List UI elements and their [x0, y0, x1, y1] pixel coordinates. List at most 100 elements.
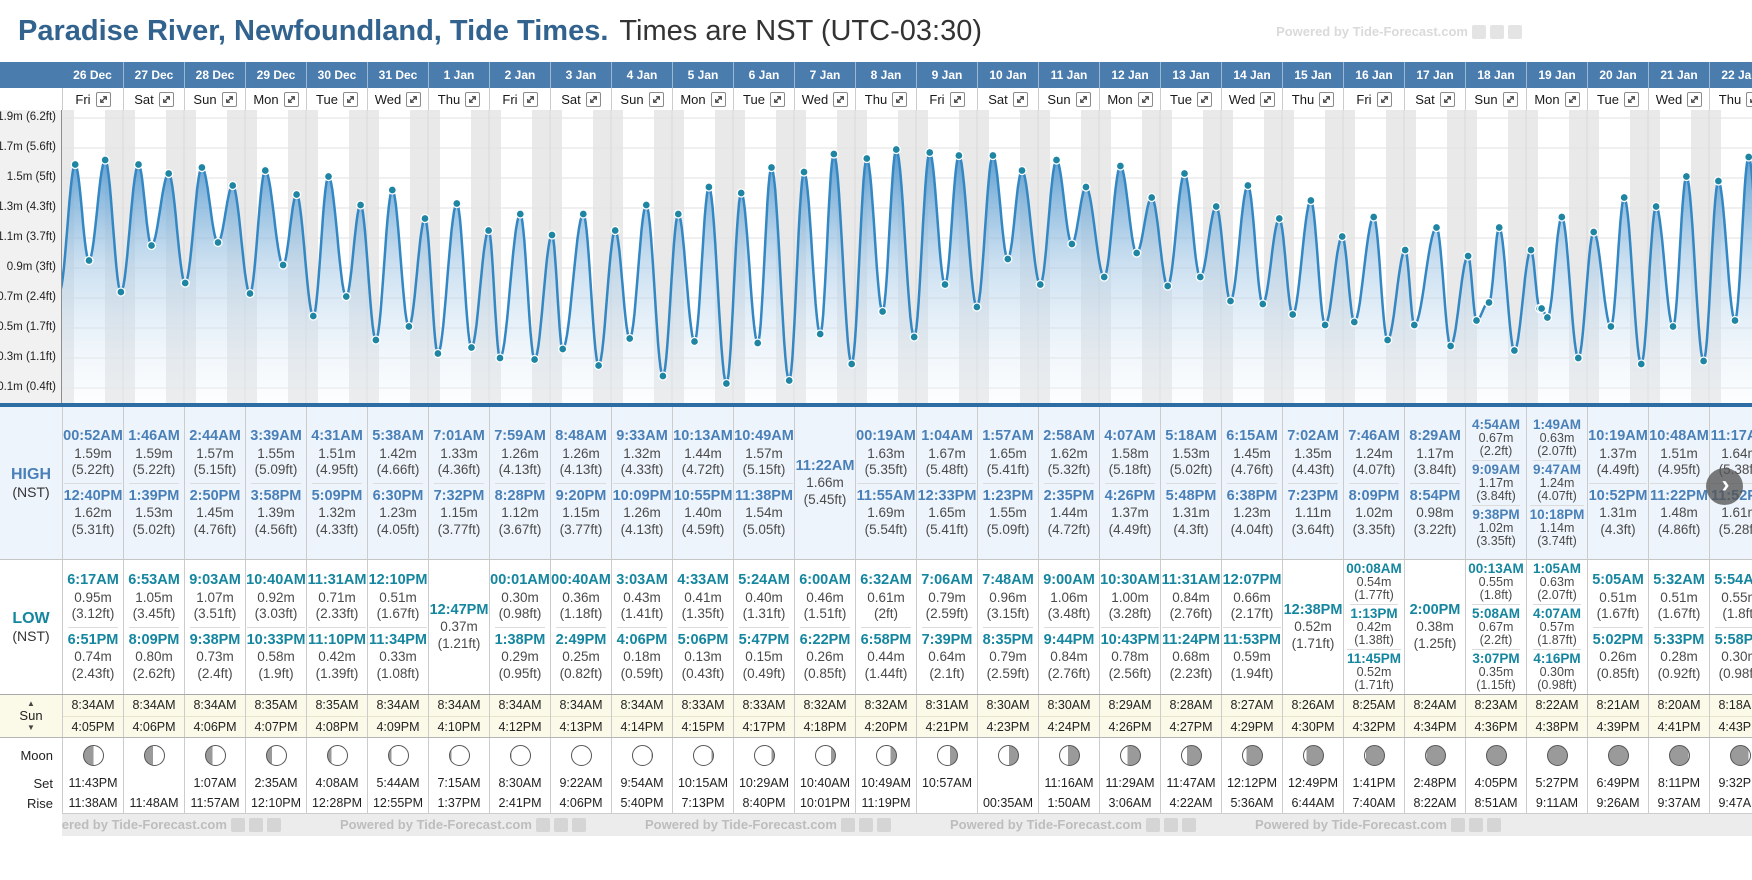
tide-height-m: 1.05m [135, 589, 173, 605]
lo-tide-cell: 6:32AM 0.61m (2ft) 6:58PM 0.44m (1.44ft) [855, 560, 916, 694]
expand-icon [1380, 95, 1388, 103]
expand-day-button[interactable] [221, 91, 237, 107]
expand-day-button[interactable] [648, 91, 664, 107]
tide-time: 11:34PM [368, 631, 428, 648]
expand-icon [837, 95, 845, 103]
hi-tide-cell: 7:46AM 1.24m (4.07ft) 8:09PM 1.02m (3.35ft) [1343, 407, 1404, 559]
hi-tide-cell: 5:18AM 1.53m (5.02ft) 5:48PM 1.31m (4.3ft) [1160, 407, 1221, 559]
tide-time: 5:24AM [738, 571, 790, 588]
axis-tick-label: 1.3m (4.3ft) [0, 201, 56, 213]
tide-height-m: 1.64m [1721, 445, 1752, 461]
expand-day-button[interactable] [95, 91, 111, 107]
watermark-text: Powered by Tide-Forecast.com [950, 817, 1142, 832]
moon-ms-cell: 2:48PM [1404, 773, 1465, 793]
expand-day-button[interactable] [1687, 91, 1703, 107]
tide-extreme-dot [433, 348, 443, 359]
expand-day-button[interactable] [1075, 91, 1091, 107]
weekday-label: Thu [1718, 91, 1742, 107]
expand-day-button[interactable] [892, 91, 908, 107]
expand-day-button[interactable] [406, 91, 422, 107]
tide-time: 12:47PM [429, 601, 489, 618]
scroll-right-button[interactable]: › [1706, 468, 1743, 505]
lo-tide-cell: 11:31AM 0.71m (2.33ft) 11:10PM 0.42m (1.39ft) [306, 560, 367, 694]
lo-tide-cell: 1:05AM 0.63m (2.07ft) 4:07AM 0.57m (1.87ft) 4:… [1526, 560, 1587, 694]
expand-day-button[interactable] [1564, 91, 1580, 107]
expand-day-button[interactable] [833, 91, 849, 107]
hi-tide-cell: 11:22AM 1.66m (5.45ft) [794, 407, 855, 559]
tide-time: 00:08AM [1346, 560, 1402, 576]
expand-day-button[interactable] [585, 91, 601, 107]
expand-day-button[interactable] [1319, 91, 1335, 107]
expand-day-button[interactable] [769, 91, 785, 107]
date-cell: 5 Jan [672, 62, 733, 88]
expand-day-button[interactable] [1196, 91, 1212, 107]
sun-cell: 8:35AM 4:08PM [306, 695, 367, 737]
tide-entry: 4:26PM 1.37m (4.49ft) [1104, 482, 1156, 539]
expand-day-button[interactable] [342, 91, 358, 107]
tide-height-ft: (2.43ft) [71, 665, 115, 681]
tide-height-ft: (0.92ft) [1657, 665, 1701, 681]
weekday-label: Tue [743, 91, 765, 107]
tide-time: 2:00PM [1409, 601, 1461, 618]
expand-day-button[interactable] [158, 91, 174, 107]
tide-entry: 11:31AM 0.84m (2.76ft) [1162, 572, 1221, 623]
expand-day-button[interactable] [1376, 91, 1392, 107]
expand-day-button[interactable] [1260, 91, 1276, 107]
lo-tide-cell: 9:00AM 1.06m (3.48ft) 9:44PM 0.84m (2.76ft) [1038, 560, 1099, 694]
expand-day-button[interactable] [283, 91, 299, 107]
tide-height-m: 0.46m [806, 589, 844, 605]
weekday-cell: Fri [1343, 88, 1404, 110]
expand-day-button[interactable] [1012, 91, 1028, 107]
tide-height-ft: (4.95ft) [315, 462, 359, 478]
moon-ms-cell: 12:49PM [1282, 773, 1343, 793]
tide-entry: 10:55PM 1.40m (4.59ft) [673, 482, 733, 539]
sunrise-time: 8:31AM [917, 695, 977, 717]
sunrise-time: 8:23AM [1466, 695, 1526, 717]
tide-height-m: 1.15m [562, 505, 600, 521]
moon-ms-cell: 2:35AM [245, 773, 306, 793]
tide-entry: 3:03AM 0.43m (1.41ft) [616, 572, 668, 623]
tide-height-ft: (2.2ft) [1479, 443, 1513, 458]
expand-day-button[interactable] [1746, 91, 1752, 107]
sunset-time: 4:27PM [1169, 719, 1213, 734]
tide-height-m: 0.41m [684, 589, 722, 605]
tide-extreme-dot [877, 306, 888, 317]
expand-day-button[interactable] [1439, 91, 1455, 107]
axis-tick-label: 0.1m (0.4ft) [0, 381, 56, 393]
tide-time: 8:09PM [128, 631, 180, 648]
sunset-time: 4:10PM [437, 719, 481, 734]
tide-entry: 8:09PM 1.02m (3.35ft) [1348, 482, 1400, 539]
expand-day-button[interactable] [1623, 91, 1639, 107]
lo-tide-cell: 11:31AM 0.84m (2.76ft) 11:24PM 0.68m (2.23ft) [1160, 560, 1221, 694]
page-title-location: Paradise River, Newfoundland, Tide Times… [18, 14, 609, 47]
sun-cell: 8:24AM 4:34PM [1404, 695, 1465, 737]
tide-height-m: 0.74m [74, 649, 112, 665]
sunrise-time: 8:33AM [673, 695, 733, 717]
tide-height-ft: (1.71ft) [1291, 635, 1335, 651]
tide-height-ft: (4.33ft) [620, 462, 664, 478]
tide-extreme-dot [593, 360, 604, 371]
lo-tide-cell: 6:53AM 1.05m (3.45ft) 8:09PM 0.80m (2.62ft) [123, 560, 184, 694]
moon-ms-cell: 9:32PM [1709, 773, 1752, 793]
tide-entry: 10:09PM 1.26m (4.13ft) [612, 482, 672, 539]
moon-ms-cell [123, 773, 184, 793]
tide-entry: 4:16PM 0.30m (0.98ft) [1533, 649, 1581, 692]
expand-day-button[interactable] [710, 91, 726, 107]
tide-height-m: 1.57m [745, 445, 783, 461]
tide-time: 11:45PM [1346, 651, 1402, 667]
tide-height-ft: (2.23ft) [1169, 665, 1213, 681]
expand-day-button[interactable] [522, 91, 538, 107]
tide-height-m: 0.67m [1478, 430, 1514, 445]
tide-height-ft: (2.56ft) [1108, 665, 1152, 681]
sunset-time: 4:12PM [498, 719, 542, 734]
expand-day-button[interactable] [949, 91, 965, 107]
sunrise-time: 8:28AM [1161, 695, 1221, 717]
tide-height-ft: (1.41ft) [620, 606, 664, 622]
sunset-time: 4:05PM [71, 719, 115, 734]
tide-height-m: 1.39m [257, 505, 295, 521]
tide-height-m: 1.40m [684, 505, 722, 521]
expand-day-button[interactable] [1137, 91, 1153, 107]
expand-day-button[interactable] [465, 91, 481, 107]
expand-icon [1264, 95, 1272, 103]
expand-day-button[interactable] [1502, 91, 1518, 107]
